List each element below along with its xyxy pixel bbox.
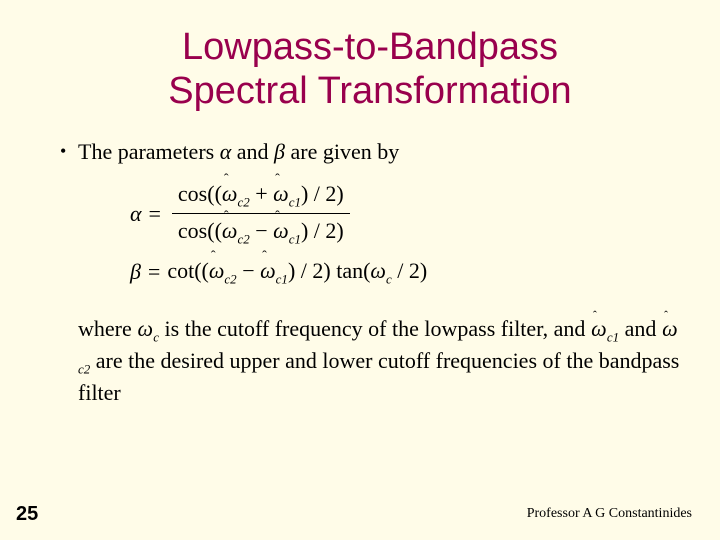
where-t4: are the desired upper and lower cutoff f…	[78, 348, 679, 405]
alpha-symbol: α	[220, 139, 232, 164]
where-t3: and	[625, 316, 662, 341]
omega-c-sub: c	[153, 329, 159, 344]
bullet-dot: •	[60, 137, 78, 165]
alpha-fraction: cos((ˆωc2 + ˆωc1) / 2) cos((ˆωc2 − ˆωc1)…	[172, 179, 350, 248]
bullet-item: • The parameters α and β are given by	[60, 137, 680, 167]
omega-c2-sub: c2	[78, 361, 90, 376]
bullet-post: are given by	[291, 139, 400, 164]
equations-block: α = cos((ˆωc2 + ˆωc1) / 2) cos((ˆωc2 − ˆ…	[130, 179, 680, 288]
bullet-pre: The parameters	[78, 139, 220, 164]
where-paragraph: where ωc is the cutoff frequency of the …	[78, 314, 680, 408]
alpha-numerator: cos((ˆωc2 + ˆωc1) / 2)	[172, 179, 350, 214]
equation-alpha: α = cos((ˆωc2 + ˆωc1) / 2) cos((ˆωc2 − ˆ…	[130, 179, 680, 248]
bullet-text: The parameters α and β are given by	[78, 137, 680, 167]
slide-title: Lowpass-to-Bandpass Spectral Transformat…	[60, 26, 680, 113]
title-line-1: Lowpass-to-Bandpass	[182, 26, 558, 68]
where-t2: is the cutoff frequency of the lowpass f…	[165, 316, 591, 341]
beta-lhs: β =	[130, 257, 161, 287]
omega-c-symbol: ω	[137, 314, 153, 344]
body-content: • The parameters α and β are given by α …	[60, 137, 680, 407]
beta-rhs: cot((ˆωc2 − ˆωc1) / 2) tan(ωc / 2)	[167, 256, 427, 288]
where-t1: where	[78, 316, 137, 341]
alpha-lhs: α =	[130, 199, 162, 229]
equation-beta: β = cot((ˆωc2 − ˆωc1) / 2) tan(ωc / 2)	[130, 256, 680, 288]
title-line-2: Spectral Transformation	[168, 70, 571, 112]
omega-c2-symbol: ˆω	[662, 314, 678, 344]
beta-symbol: β	[274, 139, 285, 164]
footer-author: Professor A G Constantinides	[527, 506, 692, 522]
omega-c1-sub: c1	[607, 329, 619, 344]
slide-number: 25	[16, 503, 38, 526]
omega-c1-symbol: ˆω	[591, 314, 607, 344]
bullet-mid: and	[237, 139, 274, 164]
slide: Lowpass-to-Bandpass Spectral Transformat…	[0, 0, 720, 540]
alpha-denominator: cos((ˆωc2 − ˆωc1) / 2)	[172, 214, 350, 248]
